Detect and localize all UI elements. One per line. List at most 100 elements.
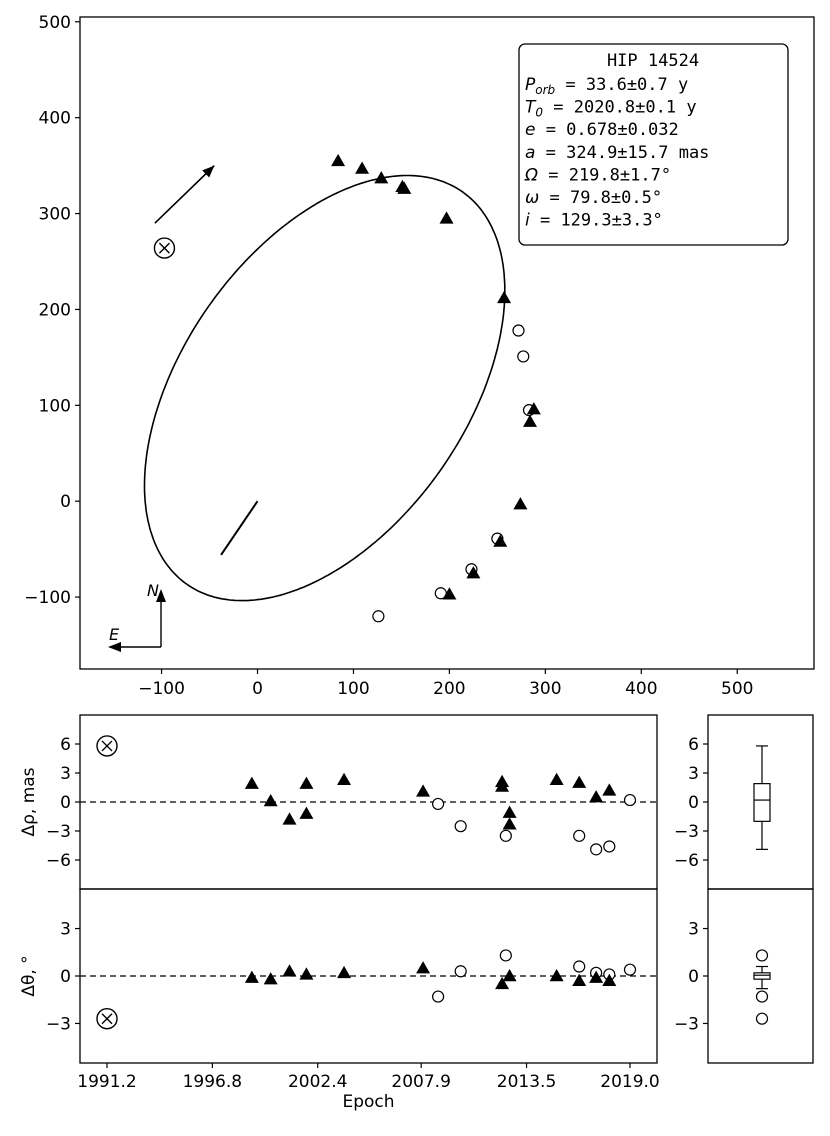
y-tick-label: 0 (60, 793, 71, 813)
info-value: = 129.3±3.3° (530, 211, 663, 231)
residual-point-triangle (602, 973, 617, 986)
y-tick-label: 6 (688, 735, 699, 755)
box-outlier (755, 1012, 769, 1025)
y-tick-label: 100 (39, 396, 71, 416)
residual-point-triangle (572, 775, 587, 788)
y-axis-label: Δρ, mas (19, 767, 39, 836)
x-tick-label: 300 (529, 679, 561, 699)
residual-point-triangle (502, 969, 517, 982)
y-tick-label: −3 (674, 1014, 699, 1034)
residual-point-triangle (299, 806, 314, 819)
box-iqr (753, 783, 771, 822)
otimes-cross-b (101, 1013, 113, 1025)
x-tick-label: 1991.2 (77, 1072, 136, 1092)
orbit-point-triangle (355, 161, 370, 174)
residual-point-circle (432, 990, 445, 1003)
residual-point-circle (573, 960, 586, 973)
x-tick-label: 0 (252, 679, 263, 699)
y-tick-label: 0 (688, 967, 699, 987)
box-outlier (755, 949, 769, 962)
y-tick-label: 400 (39, 109, 71, 129)
y-axis-label: Δθ, ° (19, 955, 39, 996)
residual-point-circle (623, 793, 637, 807)
residual-point-circle (454, 965, 467, 978)
residual-point-triangle (244, 776, 259, 789)
info-value: = 324.9±15.7 mas (535, 143, 709, 163)
y-tick-label: −100 (24, 588, 71, 608)
orbit-point-triangle (497, 290, 512, 304)
y-tick-label: 0 (688, 793, 699, 813)
residual-point-triangle (337, 965, 352, 979)
box-iqr (753, 972, 771, 980)
y-tick-label: 3 (688, 920, 699, 940)
x-tick-label: 2013.5 (497, 1072, 556, 1092)
y-tick-label: 500 (39, 13, 71, 33)
delta-theta-panel: −3 0 3 Δθ, ° 1991.2 1996.8 2002.4 2007.9 2013.5 2… (19, 888, 660, 1112)
orbit-point-circle (372, 610, 385, 623)
residual-point-circle (454, 820, 467, 833)
residual-point-circle (499, 949, 512, 962)
residual-point-triangle (416, 784, 431, 797)
y-tick-label: −6 (46, 851, 71, 871)
orbit-point-triangle (374, 171, 389, 184)
x-tick-label: 2002.4 (288, 1072, 347, 1092)
residual-point-triangle (589, 970, 604, 983)
residual-point-triangle (495, 779, 510, 792)
info-box-row: Ω = 219.8±1.7° (524, 165, 671, 185)
info-symbol: ω (525, 188, 539, 208)
info-value: = 219.8±1.7° (538, 165, 671, 185)
otimes-cross-b (101, 740, 113, 752)
info-box-row: e = 0.678±0.032 (525, 120, 679, 140)
residual-point-triangle (549, 772, 564, 786)
periastron-line (220, 500, 259, 556)
info-symbol: i (525, 211, 530, 231)
info-box-row: T0 = 2020.8±0.1 y (525, 98, 697, 120)
y-tick-label: −3 (46, 1014, 71, 1034)
residual-point-triangle (263, 794, 278, 807)
y-tick-label: 0 (60, 967, 71, 987)
y-tick-label: −3 (674, 822, 699, 842)
first-epoch-marker (153, 237, 176, 259)
residual-point-triangle (572, 973, 587, 986)
residual-point-triangle (337, 772, 352, 786)
y-tick-label: 6 (60, 735, 71, 755)
orbit-panel: N E −100 0 100 200 300 400 500 −100 0 100 200 300 400 5… (24, 13, 815, 699)
y-tick-label: 3 (60, 764, 71, 784)
orbit-point-triangle (439, 211, 454, 224)
info-value: = 0.678±0.032 (535, 120, 678, 140)
compass-east-head (108, 642, 121, 652)
residual-point-triangle (502, 805, 517, 818)
residual-point-triangle (549, 969, 564, 982)
residual-point-circle (623, 963, 637, 976)
info-box-row: ω = 79.8±0.5° (525, 188, 662, 208)
residual-point-triangle (502, 817, 517, 830)
compass-north-head (156, 589, 166, 602)
info-symbol: a (525, 143, 535, 163)
info-box-title: HIP 14524 (607, 51, 699, 71)
compass-east-label: E (109, 625, 120, 644)
x-tick-label: 2019.0 (600, 1072, 659, 1092)
residual-point-circle (590, 843, 603, 856)
y-tick-label: 200 (39, 300, 71, 320)
residual-point-triangle (495, 976, 510, 990)
orbit-point-triangle (493, 534, 508, 547)
delta-rho-boxplot-panel: −6 −3 0 3 6 (674, 714, 814, 890)
orbit-point-triangle (397, 181, 412, 194)
orbit-point-circle (517, 350, 530, 363)
residual-point-triangle (244, 970, 259, 983)
residual-point-triangle (416, 961, 431, 974)
residual-point-circle (603, 840, 616, 853)
info-symbol: T (525, 98, 537, 118)
y-tick-label: −6 (674, 851, 699, 871)
residual-point-triangle (299, 776, 314, 789)
info-box-row: i = 129.3±3.3° (525, 211, 663, 231)
info-symbol: P (525, 75, 536, 95)
info-symbol: Ω (524, 165, 538, 185)
orbit-point-triangle (526, 402, 541, 415)
residual-point-circle (432, 797, 445, 811)
x-axis-label: Epoch (342, 1092, 394, 1112)
info-symbol: e (525, 120, 535, 140)
otimes-cross-b (158, 242, 170, 254)
residual-point-triangle (282, 812, 297, 825)
x-tick-label: 200 (433, 679, 465, 699)
